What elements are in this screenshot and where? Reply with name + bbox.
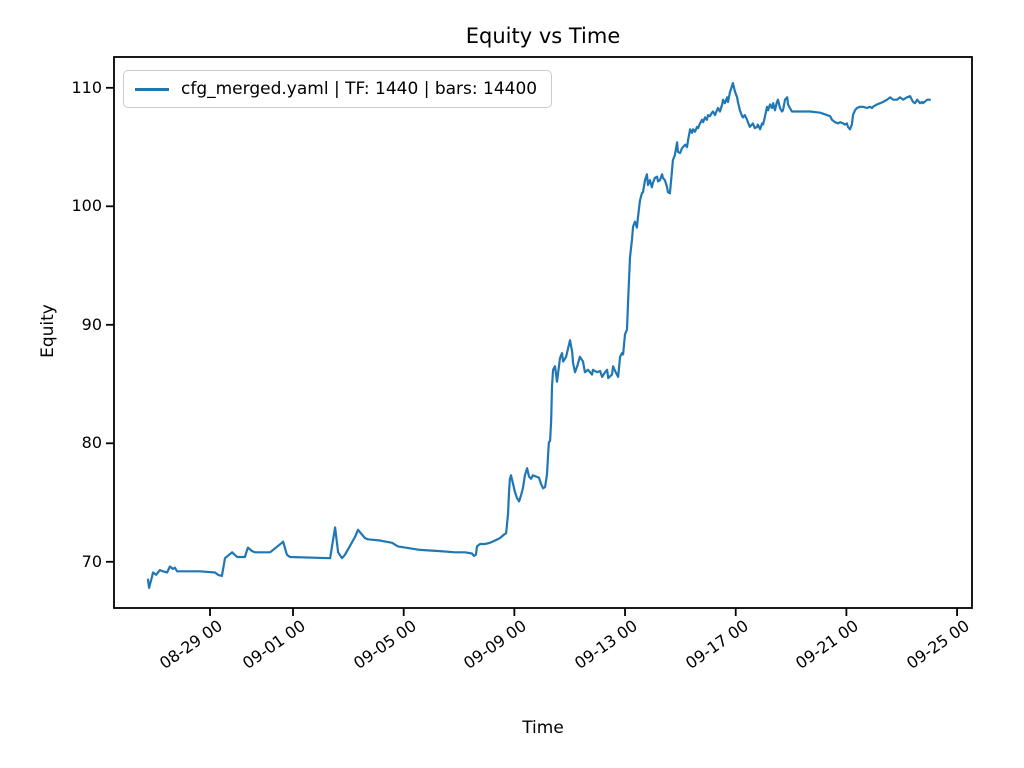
- y-tick-label: 110: [71, 77, 102, 97]
- y-tick-label: 100: [71, 196, 102, 216]
- y-tick-label: 70: [81, 551, 102, 571]
- x-axis-label: Time: [522, 718, 564, 738]
- legend-line-sample: [135, 87, 169, 91]
- axes-spines: [113, 56, 973, 609]
- legend: cfg_merged.yaml | TF: 1440 | bars: 14400: [123, 70, 553, 108]
- chart-title: Equity vs Time: [465, 24, 621, 48]
- legend-label: cfg_merged.yaml | TF: 1440 | bars: 14400: [181, 79, 538, 99]
- y-tick-label: 90: [81, 314, 102, 334]
- y-tick-label: 80: [81, 433, 102, 453]
- equity-line: [146, 81, 932, 590]
